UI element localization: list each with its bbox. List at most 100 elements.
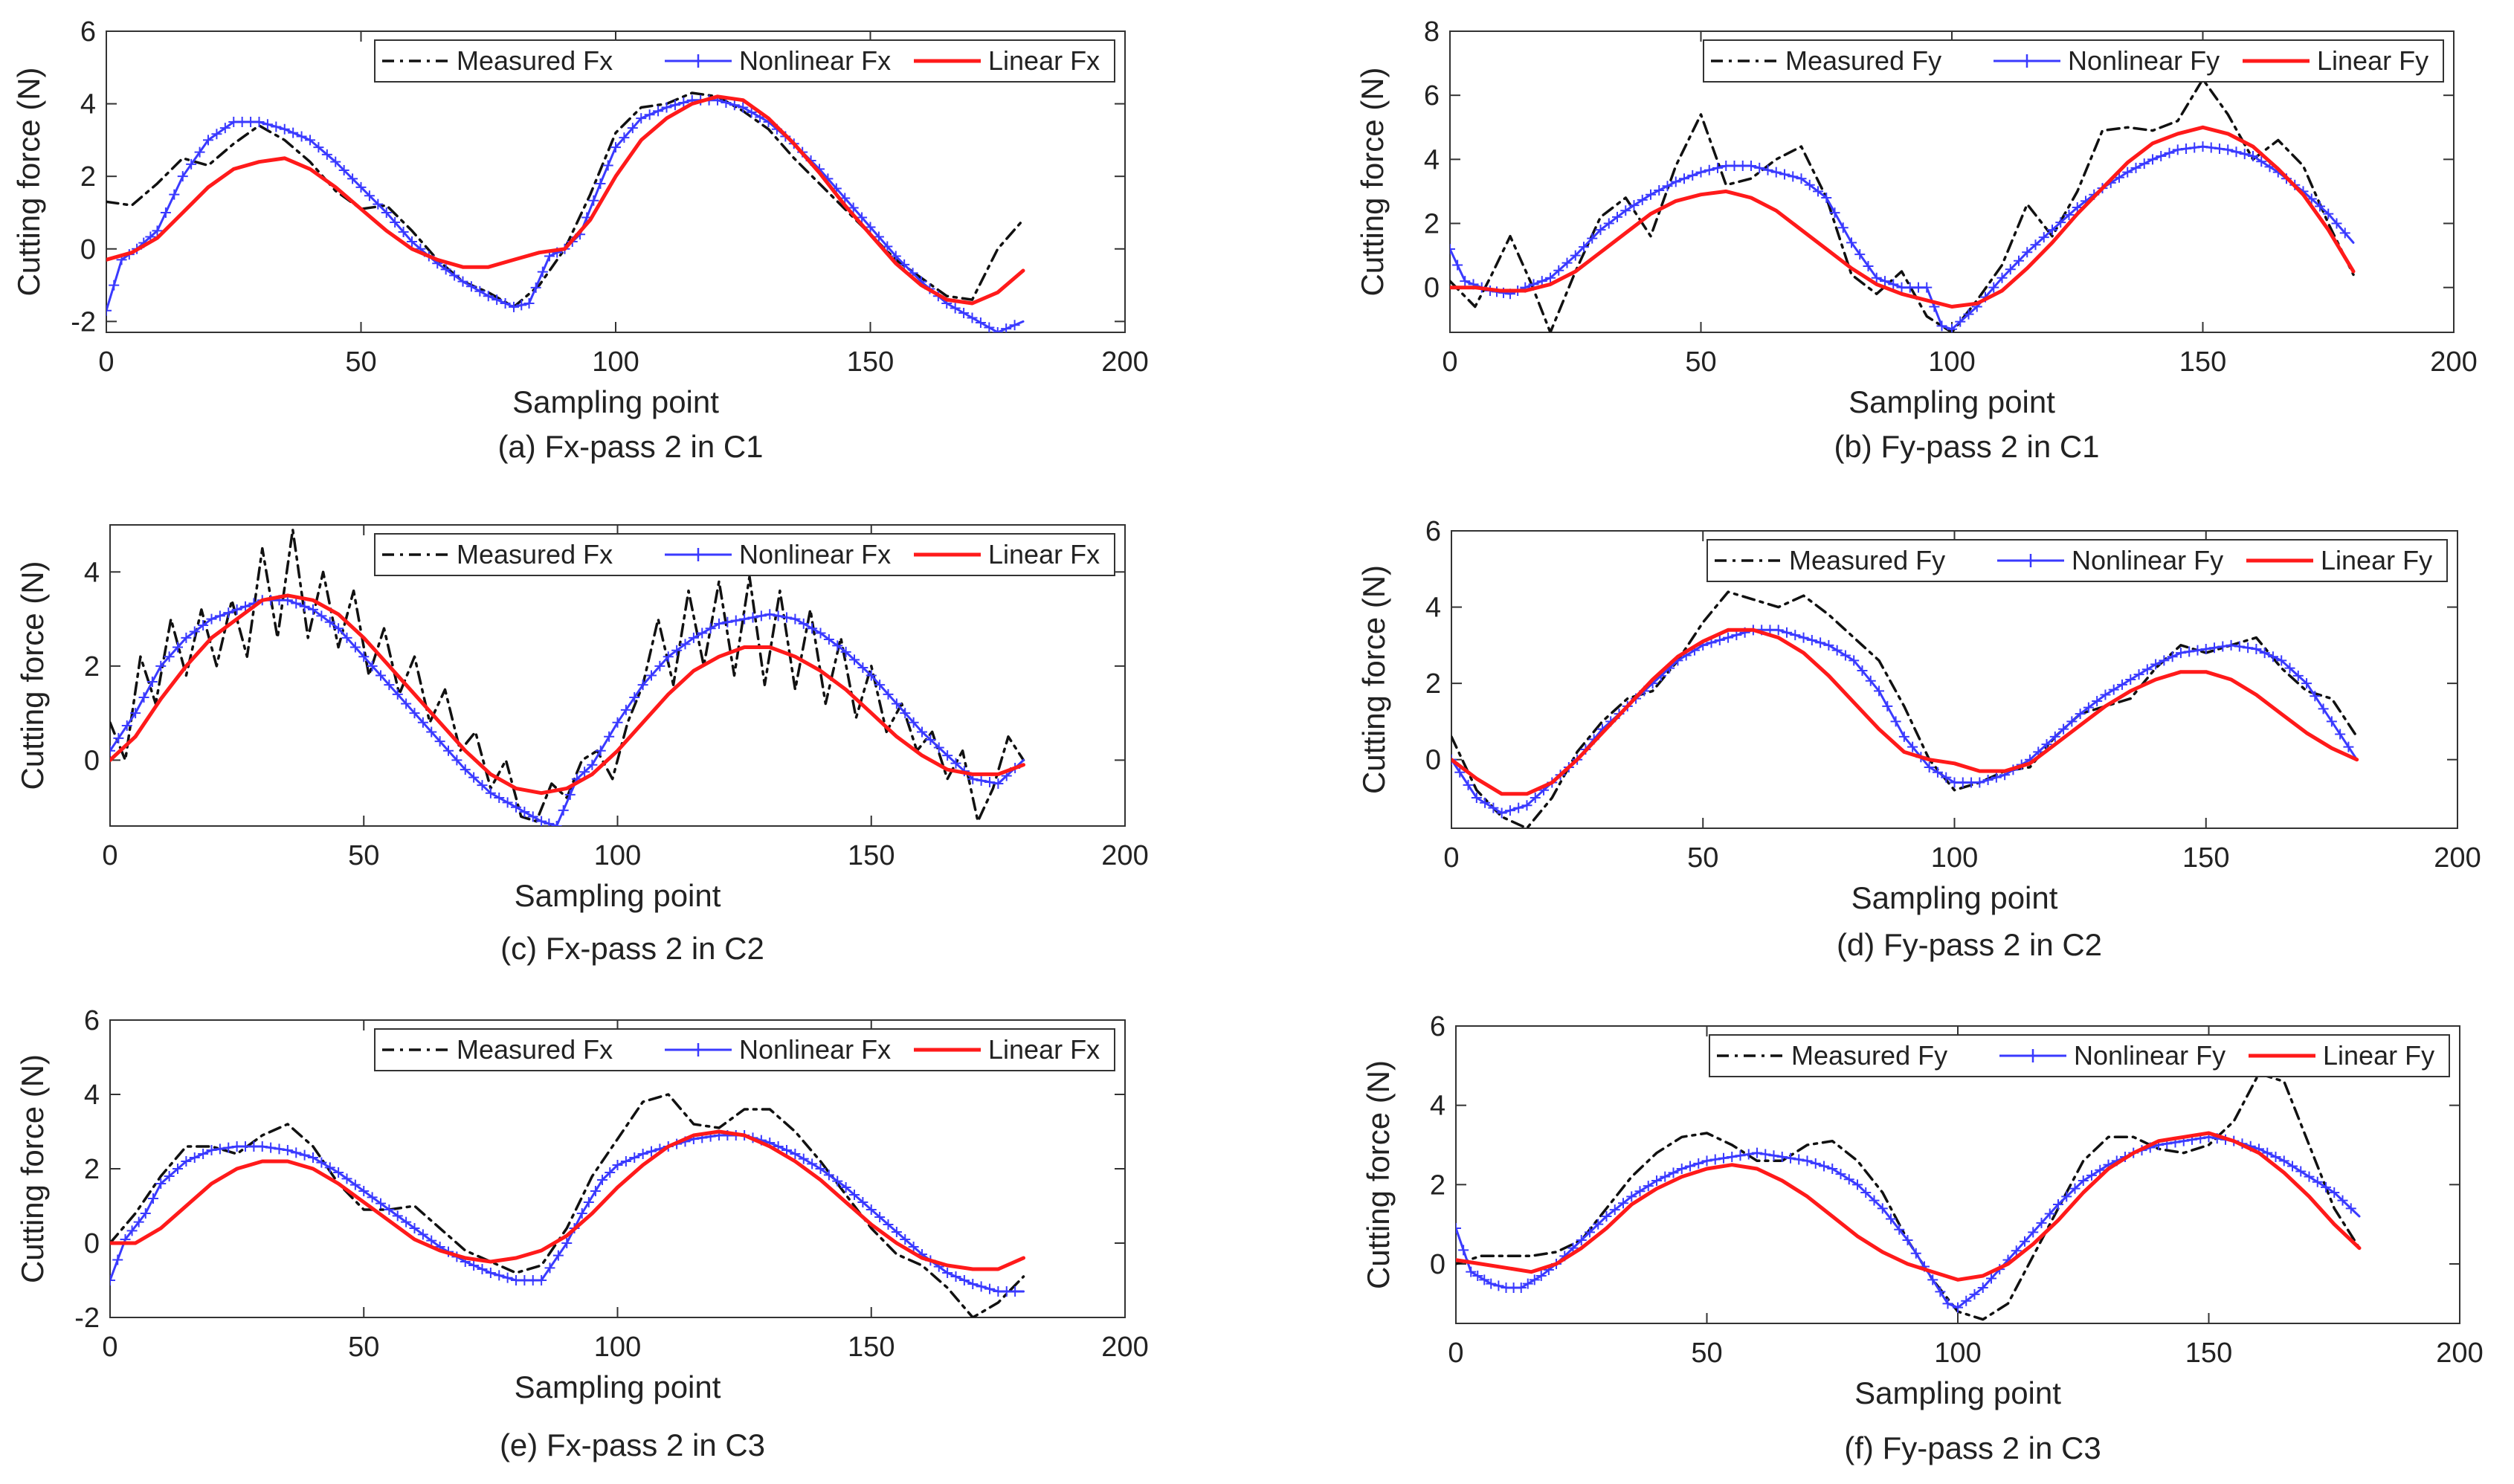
nonlinear-marker [321,149,332,160]
x-tick-label: 50 [348,840,379,871]
x-tick-label: 100 [594,840,641,871]
nonlinear-marker [392,688,403,700]
nonlinear-marker [2095,1164,2106,1175]
nonlinear-marker [206,1145,217,1155]
chart-panel-c: 0 50 100 150 200 0 2 4 Sampling point Cutting for… [15,524,1149,966]
x-tick-label: 200 [1101,1332,1148,1363]
nonlinear-marker [1463,779,1474,790]
nonlinear-marker [874,680,886,691]
nonlinear-marker [1907,741,1918,752]
nonlinear-marker [620,1156,631,1167]
legend-entry-label: Nonlinear Fx [739,539,891,570]
nonlinear-marker [646,1146,657,1157]
nonlinear-marker [330,156,341,167]
nonlinear-marker [485,1268,496,1278]
nonlinear-marker [401,1216,412,1227]
nonlinear-marker [477,780,488,791]
nonlinear-marker [1570,250,1581,261]
nonlinear-marker [1927,1274,1938,1285]
nonlinear-marker [1522,1278,1533,1289]
nonlinear-marker [1924,761,1935,772]
nonlinear-marker [2122,167,2133,178]
nonlinear-marker [291,598,302,609]
nonlinear-marker [1821,193,1832,204]
nonlinear-marker [2217,641,2228,652]
nonlinear-marker [2248,151,2258,162]
nonlinear-marker [440,264,451,275]
nonlinear-marker [849,654,860,665]
nonlinear-marker [883,688,894,700]
nonlinear-marker [815,1164,826,1174]
nonlinear-marker [2292,670,2304,681]
nonlinear-marker [299,601,310,612]
nonlinear-marker [1942,1298,1953,1309]
nonlinear-marker [126,1225,138,1236]
nonlinear-marker [1793,1154,1805,1165]
nonlinear-marker [384,680,395,691]
nonlinear-marker [2181,143,2191,154]
nonlinear-marker [612,717,623,728]
legend-marker [692,548,705,561]
nonlinear-marker [2028,1227,2039,1238]
nonlinear-marker [231,604,242,615]
nonlinear-marker [2337,1195,2348,1206]
nonlinear-marker [815,628,826,639]
nonlinear-marker [1890,716,1901,727]
nonlinear-marker [1837,222,1849,233]
chart-panel-b: 0 50 100 150 200 0 2 4 6 8 Sampling point Cutting f… [1355,16,2478,464]
nonlinear-marker [1660,1171,1671,1182]
nonlinear-marker [729,100,740,111]
nonlinear-marker [697,628,708,639]
plot-area [110,528,1025,826]
nonlinear-marker [1806,635,1817,646]
nonlinear-marker [2205,142,2217,153]
nonlinear-marker [305,135,315,146]
legend-entry-label: Linear Fx [988,1034,1100,1065]
nonlinear-marker [1798,632,1809,643]
nonlinear-marker [2239,149,2250,160]
nonlinear-marker [958,1275,970,1285]
x-tick-label: 150 [2182,842,2229,874]
nonlinear-marker [460,764,471,775]
y-tick-label: 2 [84,651,100,683]
nonlinear-marker [2243,642,2254,654]
x-tick-label: 0 [1443,842,1459,874]
nonlinear-marker [265,1142,277,1153]
nonlinear-marker [1466,1266,1477,1277]
nonlinear-marker [173,1164,183,1174]
nonlinear-marker [519,807,530,818]
x-tick-label: 200 [1101,346,1148,378]
nonlinear-marker [1496,807,1507,819]
nonlinear-marker [967,1279,979,1289]
y-tick-label: 2 [1425,668,1441,700]
nonlinear-marker [1941,772,1952,783]
x-tick-label: 150 [847,346,894,378]
nonlinear-marker [2078,1175,2089,1186]
legend-entry-label: Linear Fy [2323,1040,2434,1071]
legend-marker [2020,54,2034,68]
chart-panel-f: 0 50 100 150 200 0 2 4 6 Sampling point Cutting fo… [1361,1011,2484,1465]
nonlinear-marker [206,613,217,625]
nonlinear-marker [409,708,420,719]
nonlinear-marker [299,1149,310,1161]
legend: Measured Fy Nonlinear Fy Linear Fy [1703,39,2444,83]
nonlinear-marker [1504,805,1515,816]
nonlinear-marker [443,745,454,756]
nonlinear-marker [2066,716,2078,727]
nonlinear-marker [500,297,511,309]
nonlinear-marker [1535,1271,1547,1281]
nonlinear-marker [457,276,468,287]
nonlinear-marker [1743,1149,1754,1160]
nonlinear-marker [2184,646,2195,657]
nonlinear-marker [2130,162,2141,173]
nonlinear-marker [2304,1171,2315,1182]
y-tick-label: 2 [80,161,96,193]
nonlinear-marker [1595,225,1606,236]
nonlinear-marker [189,1152,200,1163]
nonlinear-marker [1460,276,1471,287]
nonlinear-marker [661,102,672,113]
nonlinear-marker [2075,709,2086,720]
nonlinear-marker [857,1197,868,1207]
nonlinear-marker [2141,664,2153,675]
